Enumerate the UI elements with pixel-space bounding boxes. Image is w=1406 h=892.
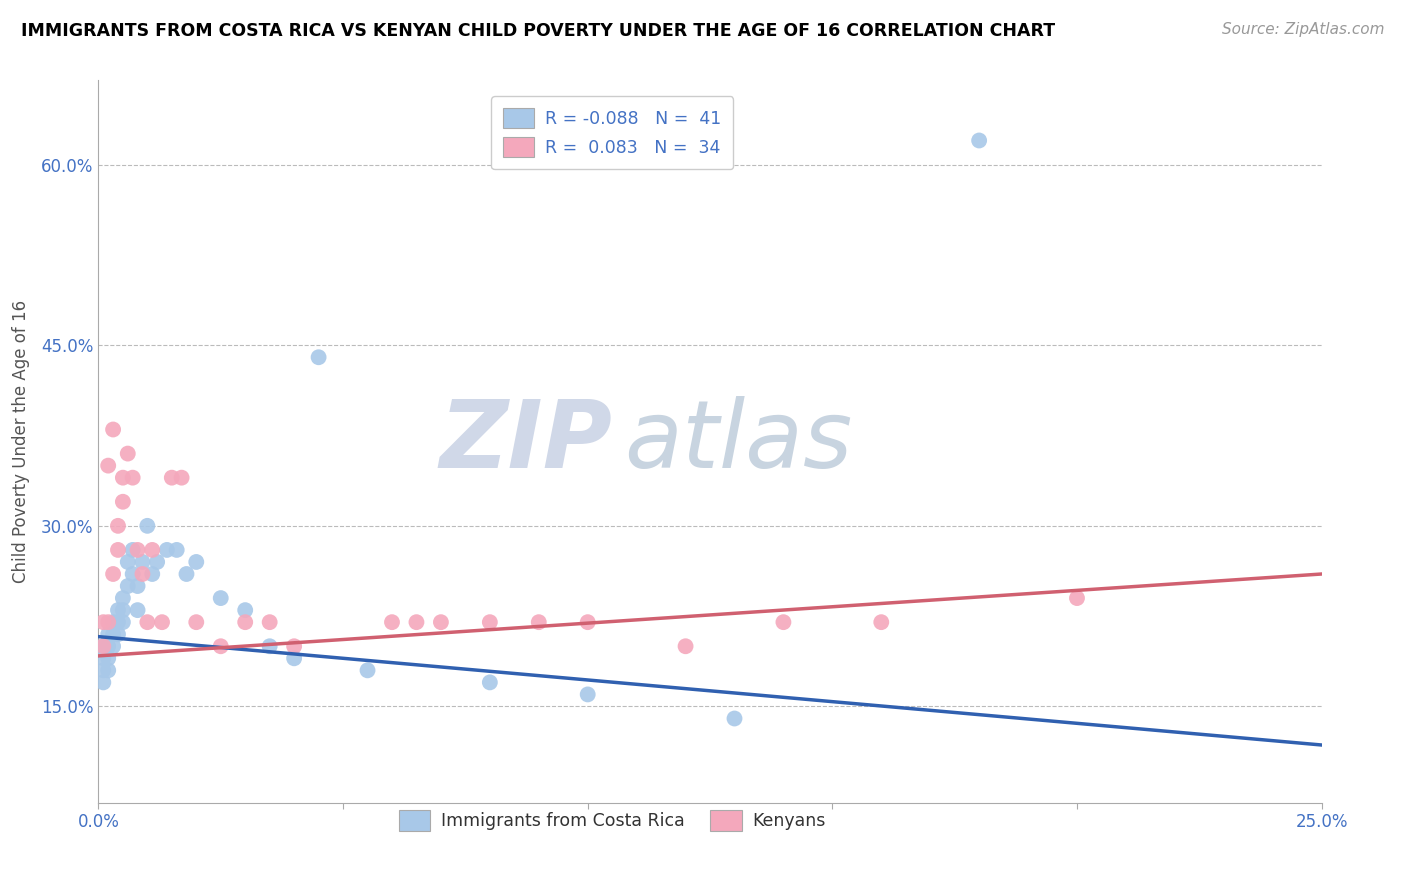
Point xyxy=(136,615,159,630)
Point xyxy=(101,627,124,641)
Point xyxy=(160,471,183,485)
Point xyxy=(675,639,697,653)
Point xyxy=(91,651,114,665)
Point xyxy=(283,639,305,653)
Point xyxy=(430,615,453,630)
Legend: Immigrants from Costa Rica, Kenyans: Immigrants from Costa Rica, Kenyans xyxy=(392,804,832,838)
Point xyxy=(91,615,114,630)
Point xyxy=(97,627,120,641)
Point xyxy=(150,615,173,630)
Point xyxy=(97,458,120,473)
Point xyxy=(91,639,114,653)
Point xyxy=(121,567,143,582)
Point xyxy=(121,542,143,557)
Point xyxy=(117,447,139,461)
Point xyxy=(166,542,188,557)
Point xyxy=(772,615,794,630)
Point xyxy=(259,639,281,653)
Point xyxy=(91,639,114,653)
Point xyxy=(209,591,232,606)
Point xyxy=(97,664,120,678)
Point xyxy=(131,555,153,569)
Point xyxy=(117,579,139,593)
Point xyxy=(405,615,427,630)
Point xyxy=(967,133,990,147)
Text: Source: ZipAtlas.com: Source: ZipAtlas.com xyxy=(1222,22,1385,37)
Y-axis label: Child Poverty Under the Age of 16: Child Poverty Under the Age of 16 xyxy=(11,300,30,583)
Point xyxy=(156,542,179,557)
Point xyxy=(107,603,129,617)
Point xyxy=(576,615,599,630)
Point xyxy=(101,423,124,437)
Point xyxy=(127,579,149,593)
Point xyxy=(209,639,232,653)
Point xyxy=(111,615,134,630)
Point xyxy=(870,615,893,630)
Point xyxy=(107,615,129,630)
Text: atlas: atlas xyxy=(624,396,852,487)
Point xyxy=(131,567,153,582)
Text: ZIP: ZIP xyxy=(439,395,612,488)
Point xyxy=(233,615,256,630)
Point xyxy=(141,567,163,582)
Point xyxy=(176,567,198,582)
Point xyxy=(101,567,124,582)
Point xyxy=(356,664,378,678)
Point xyxy=(97,615,120,630)
Point xyxy=(117,555,139,569)
Point xyxy=(107,627,129,641)
Point xyxy=(127,542,149,557)
Point xyxy=(97,639,120,653)
Point xyxy=(107,519,129,533)
Point xyxy=(308,350,330,364)
Point xyxy=(111,494,134,508)
Point xyxy=(170,471,193,485)
Point xyxy=(121,471,143,485)
Point xyxy=(283,651,305,665)
Point xyxy=(107,542,129,557)
Point xyxy=(111,591,134,606)
Point xyxy=(127,603,149,617)
Point xyxy=(233,603,256,617)
Point xyxy=(101,615,124,630)
Point xyxy=(111,471,134,485)
Point xyxy=(478,675,501,690)
Point xyxy=(259,615,281,630)
Point xyxy=(527,615,550,630)
Point xyxy=(723,712,745,726)
Point xyxy=(136,519,159,533)
Point xyxy=(101,639,124,653)
Point xyxy=(146,555,169,569)
Point xyxy=(478,615,501,630)
Point xyxy=(186,615,208,630)
Point xyxy=(141,542,163,557)
Text: IMMIGRANTS FROM COSTA RICA VS KENYAN CHILD POVERTY UNDER THE AGE OF 16 CORRELATI: IMMIGRANTS FROM COSTA RICA VS KENYAN CHI… xyxy=(21,22,1056,40)
Point xyxy=(91,675,114,690)
Point xyxy=(111,603,134,617)
Point xyxy=(381,615,404,630)
Point xyxy=(186,555,208,569)
Point xyxy=(576,687,599,701)
Point xyxy=(1066,591,1088,606)
Point xyxy=(91,664,114,678)
Point xyxy=(97,651,120,665)
